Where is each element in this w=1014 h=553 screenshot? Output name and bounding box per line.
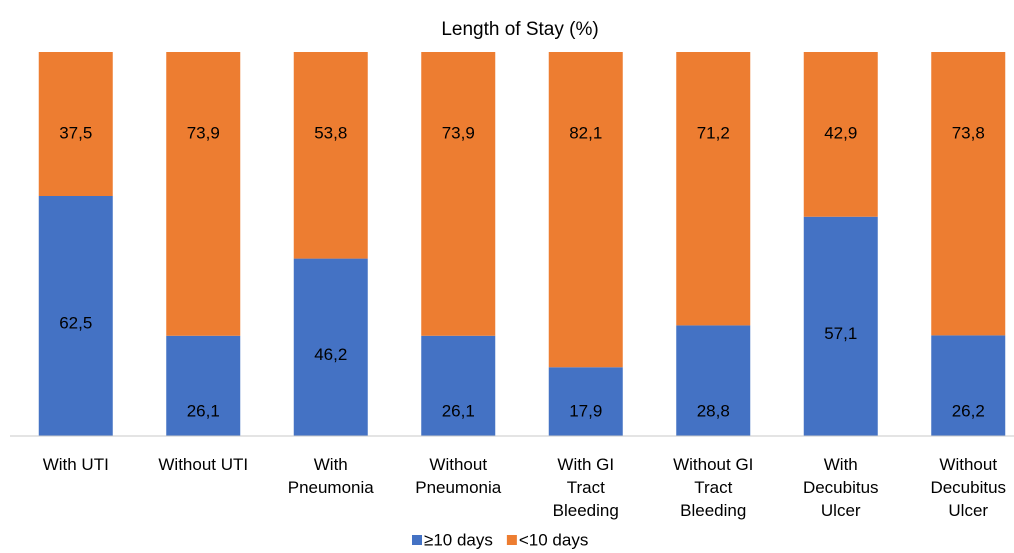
bar-segment: [803, 52, 878, 217]
data-label: 71,2: [697, 123, 730, 142]
bar-segment: [931, 335, 1006, 436]
legend-swatch: [412, 535, 422, 545]
data-label: 26,2: [952, 401, 985, 420]
data-label: 42,9: [824, 123, 857, 142]
x-tick-label: With UTI: [43, 455, 109, 474]
data-label: 73,9: [442, 123, 475, 142]
legend-label: <10 days: [519, 530, 588, 549]
data-label: 37,5: [59, 123, 92, 142]
bar-segment: [38, 196, 113, 436]
chart-title: Length of Stay (%): [441, 19, 598, 40]
bar-segment: [166, 52, 241, 336]
data-label: 62,5: [59, 313, 92, 332]
data-label: 26,1: [442, 401, 475, 420]
bar-segment: [293, 52, 368, 259]
bar-segment: [421, 335, 496, 436]
data-label: 53,8: [314, 123, 347, 142]
bar-segment: [676, 52, 751, 326]
legend-label: ≥10 days: [424, 530, 493, 549]
bar-segment: [548, 52, 623, 368]
bar-segment: [931, 52, 1006, 336]
data-label: 28,8: [697, 401, 730, 420]
data-label: 73,8: [952, 123, 985, 142]
x-tick-label: Without UTI: [158, 455, 248, 474]
bar-segment: [293, 258, 368, 436]
bar-segment: [803, 216, 878, 436]
x-tick-label: Without Decubitus Ulcer: [930, 455, 1006, 520]
data-label: 57,1: [824, 324, 857, 343]
bar-segment: [548, 367, 623, 436]
bar-segment: [676, 325, 751, 436]
data-label: 82,1: [569, 123, 602, 142]
data-label: 26,1: [187, 401, 220, 420]
x-tick-label: Without GI Tract Bleeding: [673, 455, 753, 520]
x-tick-label: With Decubitus Ulcer: [803, 455, 879, 520]
x-tick-label: Without Pneumonia: [415, 455, 502, 497]
bar-segment: [166, 335, 241, 436]
data-label: 17,9: [569, 401, 602, 420]
bar-segment: [421, 52, 496, 336]
legend-swatch: [506, 535, 517, 545]
x-tick-label: With GI Tract Bleeding: [553, 455, 619, 520]
x-tick-label: With Pneumonia: [288, 455, 375, 497]
data-label: 46,2: [314, 345, 347, 364]
data-label: 73,9: [187, 123, 220, 142]
bar-segment: [38, 52, 113, 196]
